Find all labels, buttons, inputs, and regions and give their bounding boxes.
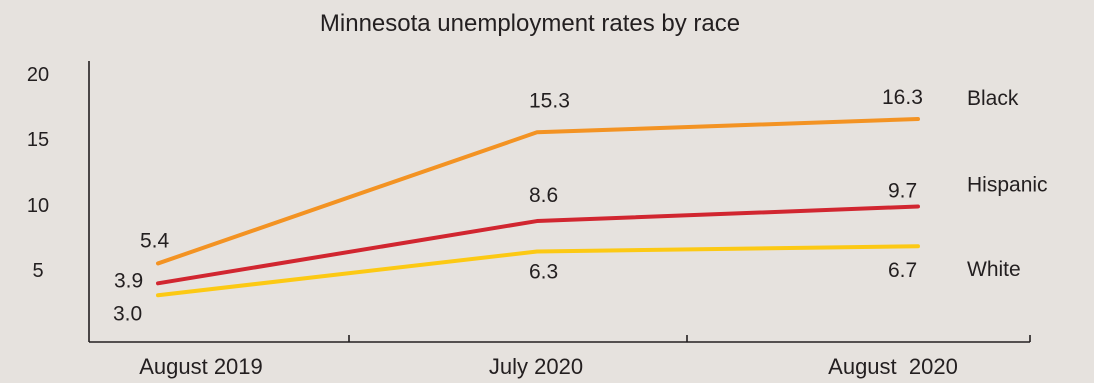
- y-tick-label: 20: [27, 64, 49, 86]
- series-line-black: [156, 117, 920, 266]
- y-tick-label: 10: [27, 195, 49, 217]
- data-label: 15.3: [529, 89, 570, 112]
- y-axis: 20 15 10 5: [27, 61, 90, 342]
- series-line-white: [156, 244, 920, 298]
- data-label: 8.6: [529, 184, 558, 207]
- x-tick-label: August 2019: [139, 354, 263, 379]
- data-label: 6.3: [529, 261, 558, 284]
- data-label: 3.0: [113, 302, 142, 325]
- data-label: 5.4: [140, 229, 170, 252]
- x-tick-label: August 2020: [828, 354, 958, 379]
- x-axis: August 2019 July 2020 August 2020: [89, 335, 1031, 379]
- series-name-label: Black: [967, 87, 1019, 110]
- data-label: 6.7: [888, 259, 917, 282]
- series-name-label: White: [967, 258, 1021, 281]
- data-label: 3.9: [114, 269, 143, 292]
- y-tick-label: 5: [32, 260, 43, 282]
- series-layer: 5.4 15.3 16.3 Black 3.9 8.6 9.7 Hispanic 3.0 6.3 6…: [113, 86, 1048, 325]
- series-name-label: Hispanic: [967, 173, 1048, 196]
- data-label: 16.3: [882, 86, 923, 109]
- x-tick-label: July 2020: [489, 354, 583, 379]
- series-line-hispanic: [156, 204, 920, 286]
- y-tick-label: 15: [27, 129, 49, 151]
- chart-title: Minnesota unemployment rates by race: [320, 10, 740, 37]
- data-label: 9.7: [888, 179, 917, 202]
